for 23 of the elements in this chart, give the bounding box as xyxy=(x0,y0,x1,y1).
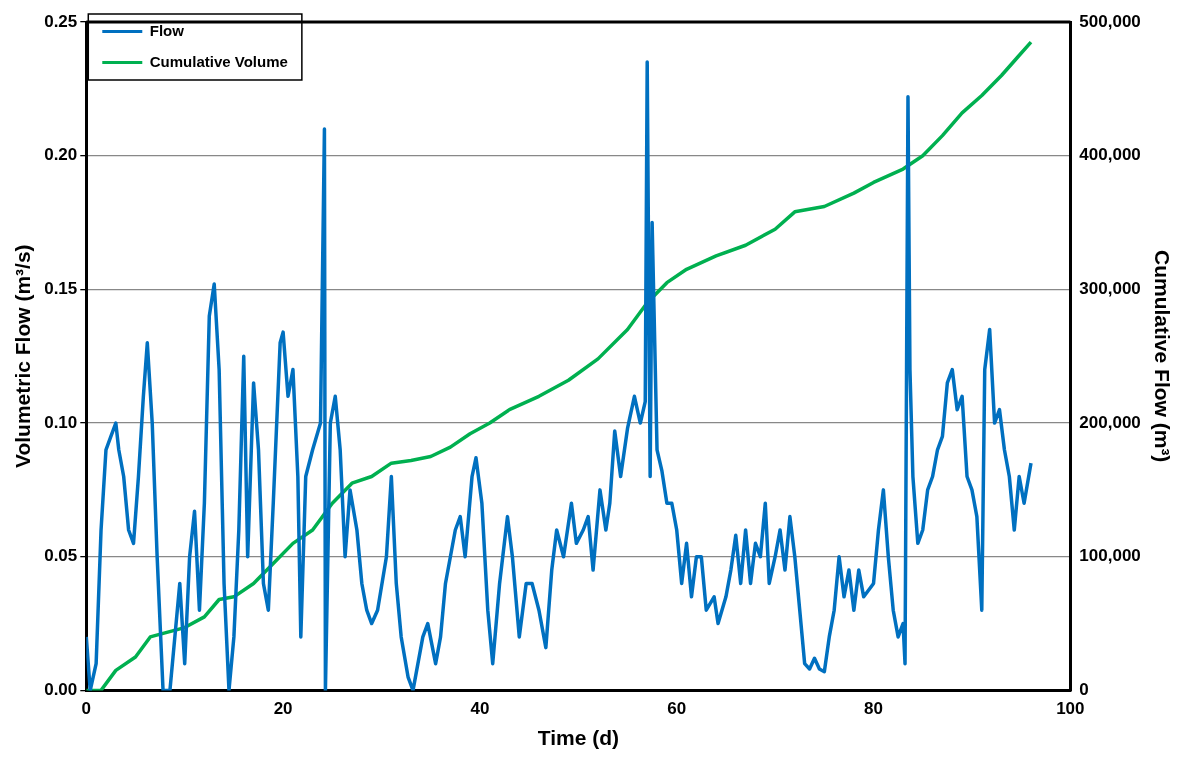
x-tick-label: 20 xyxy=(273,699,293,719)
y2-tick-label: 300,000 xyxy=(1079,279,1141,299)
y-tick-label: 0.05 xyxy=(44,546,78,566)
x-tick-label: 60 xyxy=(667,699,687,719)
x-tick-label: 80 xyxy=(864,699,883,719)
legend-label: Cumulative Volume xyxy=(149,52,288,70)
x-tick-label: 0 xyxy=(81,699,92,719)
y-axis-title: Volumetric Flow (m³/s) xyxy=(11,244,35,469)
y2-tick-label: 200,000 xyxy=(1079,412,1141,432)
y-tick-label: 0.25 xyxy=(44,11,78,31)
legend-label: Flow xyxy=(149,21,185,39)
y2-tick-label: 100,000 xyxy=(1079,546,1141,566)
y2-tick-label: 0 xyxy=(1079,680,1089,700)
y-tick-label: 0.15 xyxy=(44,279,78,299)
y-tick-label: 0.00 xyxy=(44,680,78,700)
y2-axis-title: Cumulative Flow (m³) xyxy=(1150,250,1174,463)
y-tick-label: 0.20 xyxy=(44,145,78,165)
y-tick-label: 0.10 xyxy=(44,412,78,432)
x-tick-label: 100 xyxy=(1056,699,1085,719)
y2-tick-label: 500,000 xyxy=(1079,11,1141,31)
x-tick-label: 40 xyxy=(470,699,490,719)
y2-tick-label: 400,000 xyxy=(1079,145,1141,165)
x-axis-title: Time (d) xyxy=(537,726,619,750)
